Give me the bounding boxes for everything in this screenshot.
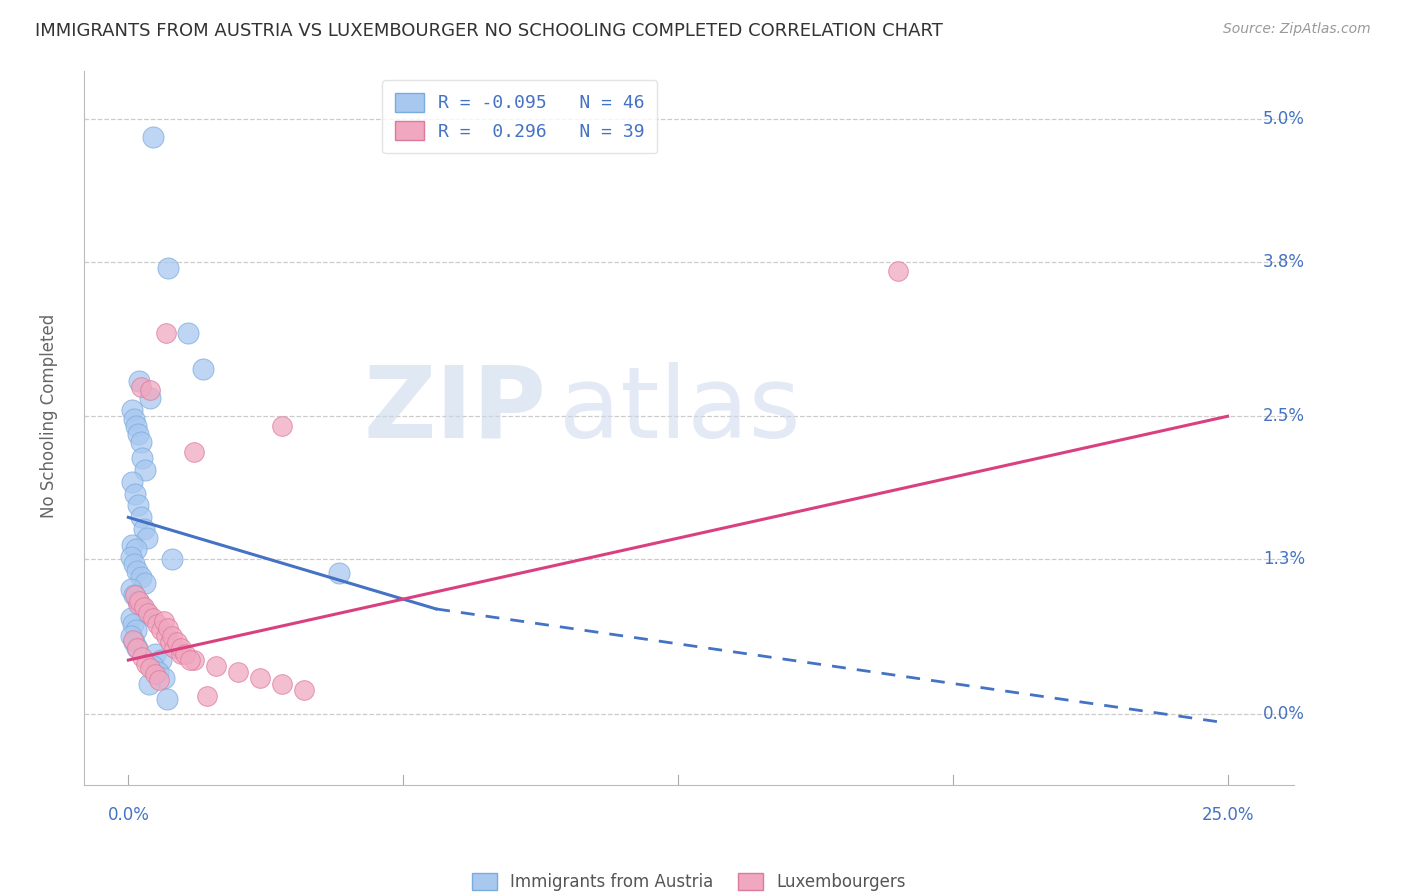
Point bbox=[124, 588, 146, 602]
Point bbox=[127, 593, 149, 607]
Point bbox=[152, 614, 174, 628]
Point bbox=[205, 659, 228, 673]
Point bbox=[129, 435, 152, 450]
Point bbox=[135, 531, 157, 545]
Point bbox=[292, 682, 315, 697]
Point bbox=[122, 557, 145, 571]
Point bbox=[139, 392, 162, 406]
Point bbox=[141, 659, 163, 673]
Point bbox=[120, 611, 142, 625]
Point bbox=[138, 677, 160, 691]
Point bbox=[135, 606, 157, 620]
Point bbox=[131, 649, 153, 664]
Point bbox=[183, 445, 205, 459]
Point bbox=[127, 641, 149, 656]
Point bbox=[132, 522, 155, 536]
Point bbox=[135, 657, 157, 671]
Point bbox=[124, 588, 146, 602]
Point bbox=[131, 599, 153, 614]
Point bbox=[136, 606, 159, 620]
Point bbox=[328, 566, 350, 581]
Text: 2.5%: 2.5% bbox=[1263, 408, 1305, 425]
Text: No Schooling Completed: No Schooling Completed bbox=[41, 314, 58, 518]
Point bbox=[887, 264, 910, 278]
Text: atlas: atlas bbox=[560, 362, 801, 458]
Point bbox=[155, 629, 177, 643]
Point bbox=[143, 667, 166, 681]
Point bbox=[120, 629, 142, 643]
Text: 1.3%: 1.3% bbox=[1263, 550, 1305, 568]
Point bbox=[121, 617, 143, 632]
Point bbox=[271, 677, 294, 691]
Point bbox=[141, 129, 163, 144]
Point bbox=[121, 475, 143, 489]
Point bbox=[122, 411, 145, 425]
Point bbox=[271, 418, 294, 433]
Point bbox=[129, 510, 152, 524]
Point bbox=[121, 632, 143, 647]
Text: 0.0%: 0.0% bbox=[107, 806, 149, 824]
Point bbox=[125, 542, 148, 557]
Point bbox=[170, 641, 193, 656]
Text: IMMIGRANTS FROM AUSTRIA VS LUXEMBOURGER NO SCHOOLING COMPLETED CORRELATION CHART: IMMIGRANTS FROM AUSTRIA VS LUXEMBOURGER … bbox=[35, 22, 943, 40]
Point bbox=[162, 629, 184, 643]
Point bbox=[129, 379, 152, 393]
Point bbox=[129, 570, 152, 584]
Point bbox=[155, 326, 177, 340]
Point bbox=[127, 641, 149, 656]
Point bbox=[134, 463, 156, 477]
Point bbox=[249, 671, 271, 685]
Point bbox=[127, 597, 149, 611]
Point bbox=[162, 552, 184, 566]
Point bbox=[150, 624, 173, 638]
Point bbox=[128, 593, 150, 607]
Point bbox=[159, 635, 181, 649]
Point bbox=[156, 260, 179, 275]
Point bbox=[191, 361, 214, 376]
Point bbox=[179, 653, 201, 667]
Text: 5.0%: 5.0% bbox=[1263, 110, 1305, 128]
Text: ZIP: ZIP bbox=[363, 362, 546, 458]
Point bbox=[141, 611, 163, 625]
Point bbox=[128, 374, 150, 388]
Text: 0.0%: 0.0% bbox=[1263, 705, 1305, 723]
Point bbox=[125, 624, 148, 638]
Point bbox=[120, 582, 142, 596]
Point bbox=[156, 621, 179, 635]
Point bbox=[127, 427, 149, 442]
Point bbox=[183, 653, 205, 667]
Point bbox=[131, 450, 153, 465]
Point bbox=[153, 671, 176, 685]
Point bbox=[121, 403, 143, 417]
Point bbox=[122, 635, 145, 649]
Point bbox=[134, 575, 156, 590]
Point bbox=[150, 653, 173, 667]
Point bbox=[124, 486, 146, 500]
Point bbox=[166, 635, 188, 649]
Point bbox=[156, 692, 179, 706]
Legend: Immigrants from Austria, Luxembourgers: Immigrants from Austria, Luxembourgers bbox=[464, 864, 914, 892]
Point bbox=[125, 418, 148, 433]
Point bbox=[197, 689, 219, 703]
Point bbox=[148, 673, 170, 688]
Text: 25.0%: 25.0% bbox=[1201, 806, 1254, 824]
Point bbox=[146, 617, 169, 632]
Point bbox=[139, 383, 162, 397]
Point bbox=[163, 641, 186, 656]
Point bbox=[143, 647, 166, 661]
Point bbox=[127, 564, 149, 578]
Point bbox=[174, 647, 197, 661]
Point bbox=[170, 647, 193, 661]
Point bbox=[226, 665, 249, 679]
Point bbox=[176, 326, 198, 340]
Text: 3.8%: 3.8% bbox=[1263, 252, 1305, 270]
Point bbox=[127, 499, 149, 513]
Point bbox=[132, 599, 155, 614]
Point bbox=[120, 549, 142, 564]
Text: Source: ZipAtlas.com: Source: ZipAtlas.com bbox=[1223, 22, 1371, 37]
Point bbox=[148, 665, 170, 679]
Point bbox=[121, 538, 143, 552]
Point bbox=[139, 661, 162, 675]
